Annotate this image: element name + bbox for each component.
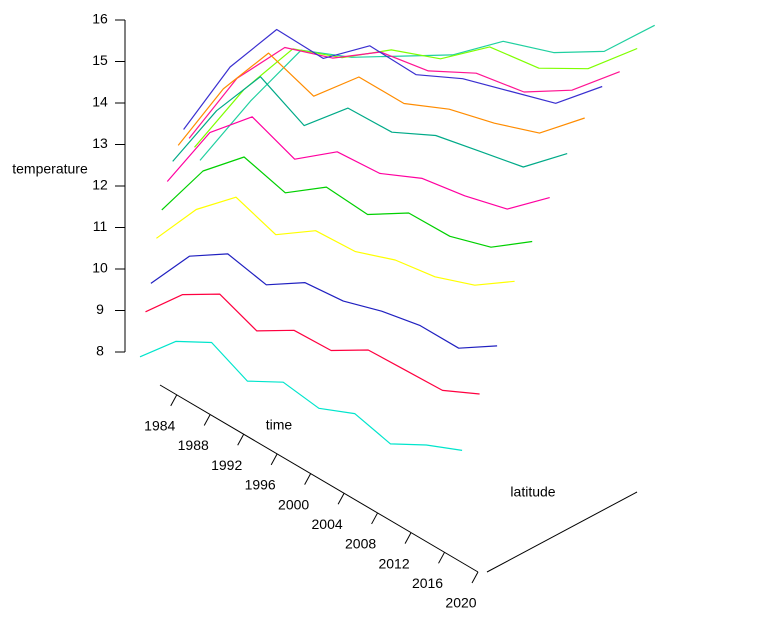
z-tick-label: 8 [96, 343, 104, 359]
x-tick [404, 532, 412, 544]
x-tick [170, 394, 178, 407]
x-tick-label: 1984 [144, 418, 175, 434]
x-tick-label: 2012 [378, 555, 409, 571]
series-line [161, 156, 533, 248]
series-line [150, 253, 498, 349]
x-tick [237, 433, 245, 446]
x-tick-label: 2004 [312, 516, 343, 532]
series-line [145, 293, 480, 395]
z-tick-label: 12 [92, 177, 108, 193]
x-axis [159, 384, 479, 573]
series-line [199, 24, 655, 161]
x-tick-label: 1992 [211, 457, 242, 473]
x-tick [371, 512, 379, 525]
x-axis-label: time [266, 417, 293, 433]
series-line [194, 46, 638, 148]
z-tick-label: 11 [93, 218, 108, 234]
x-tick [304, 473, 312, 485]
y-axis-label: latitude [510, 484, 555, 500]
z-tick-label: 15 [92, 52, 108, 68]
series-line [188, 46, 620, 139]
x-tick [203, 414, 211, 426]
x-tick-label: 2008 [345, 536, 376, 552]
z-axis-label: temperature [12, 161, 88, 177]
z-tick-label: 9 [96, 301, 104, 317]
x-tick [471, 571, 479, 584]
x-tick [270, 453, 278, 466]
z-tick-label: 10 [92, 260, 108, 276]
x-tick [337, 493, 345, 505]
x-tick-label: 2000 [278, 496, 309, 512]
z-tick-label: 16 [92, 11, 108, 27]
series-line [172, 76, 568, 168]
x-tick-label: 2020 [445, 595, 476, 611]
series-line [183, 28, 603, 130]
series-line [166, 116, 550, 210]
x-tick-label: 1988 [178, 437, 209, 453]
series-line [139, 340, 463, 451]
z-tick-label: 13 [92, 135, 108, 151]
z-tick-label: 14 [92, 94, 108, 110]
y-axis [486, 491, 638, 573]
x-tick-label: 1996 [245, 477, 276, 493]
series-line [156, 196, 515, 286]
x-tick [438, 552, 445, 564]
series-line [177, 52, 585, 146]
x-tick-label: 2016 [412, 575, 443, 591]
